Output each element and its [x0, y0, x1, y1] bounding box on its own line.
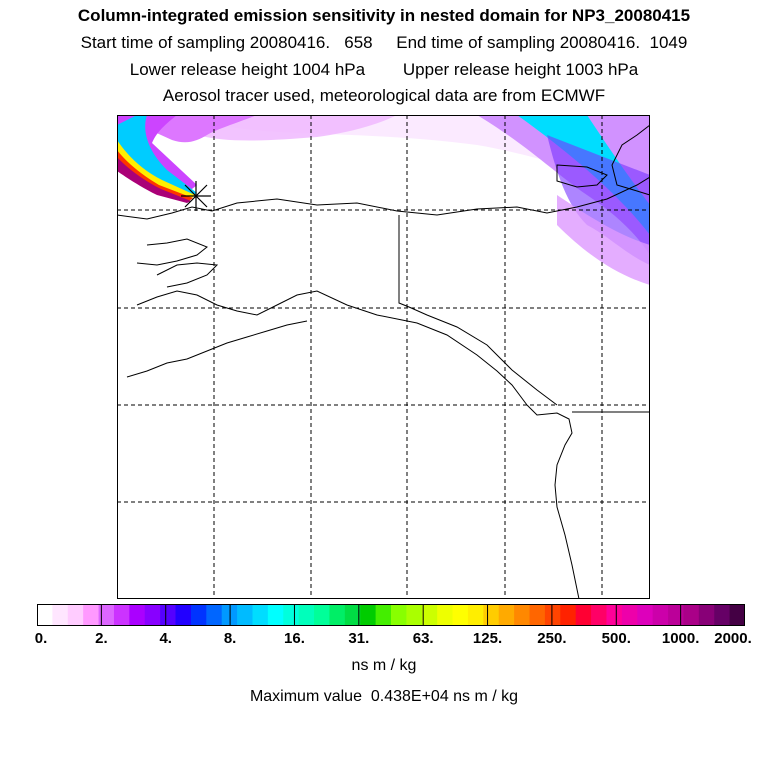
colorbar-tick-label: 1000.	[661, 630, 700, 647]
colorbar-swatch	[252, 604, 269, 626]
colorbar-swatch	[621, 604, 638, 626]
tracer-info: Aerosol tracer used, meteorological data…	[162, 86, 606, 105]
release-point-star	[181, 181, 211, 211]
colorbar-swatch	[237, 604, 253, 626]
colorbar-swatch	[637, 604, 654, 626]
colorbar-swatch	[606, 604, 623, 626]
colorbar-swatch	[575, 604, 592, 626]
political-borders	[398, 215, 650, 413]
colorbar-swatch	[298, 604, 315, 626]
colorbar-swatch	[437, 604, 454, 626]
colorbar-tick-label: 63.	[412, 630, 434, 647]
colorbar-swatch	[514, 604, 531, 626]
colorbar-swatch	[421, 604, 438, 626]
colorbar-swatch	[498, 604, 515, 626]
colorbar-swatch	[406, 604, 423, 626]
colorbar-swatch	[160, 604, 177, 626]
colorbar-tick-label: 4.	[159, 630, 172, 647]
colorbar-swatch	[283, 604, 300, 626]
colorbar-swatch	[544, 604, 561, 626]
colorbar-swatch	[560, 604, 577, 626]
colorbar-swatch	[190, 604, 207, 626]
colorbar-swatch	[714, 604, 731, 626]
colorbar-tick-label: 2.	[95, 630, 108, 647]
colorbar-swatch	[37, 604, 53, 626]
colorbar-swatch	[113, 604, 130, 626]
colorbar-swatch	[375, 604, 392, 626]
colorbar-swatch	[698, 604, 715, 626]
colorbar-border	[37, 604, 745, 626]
colorbar	[37, 604, 745, 626]
colorbar-swatch	[314, 604, 330, 626]
colorbar-swatch	[329, 604, 346, 626]
colorbar-swatch	[206, 604, 223, 626]
colorbar-swatch	[67, 604, 84, 626]
colorbar-tick-label: 250.	[537, 630, 567, 647]
coastlines	[117, 124, 650, 599]
colorbar-swatch	[83, 604, 100, 626]
colorbar-swatch	[129, 604, 146, 626]
colorbar-tick-label: 16.	[284, 630, 305, 647]
colorbar-swatch	[98, 604, 115, 626]
colorbar-swatch	[668, 604, 684, 626]
colorbar-swatch	[52, 604, 69, 626]
page-title: Column-integrated emission sensitivity i…	[77, 6, 691, 25]
colorbar-swatch	[652, 604, 669, 626]
colorbar-swatch	[529, 604, 546, 626]
colorbar-swatch	[344, 604, 361, 626]
colorbar-swatch	[452, 604, 469, 626]
colorbar-swatch	[175, 604, 192, 626]
colorbar-units: ns m / kg	[351, 657, 417, 674]
sensitivity-map	[117, 115, 650, 599]
colorbar-tick-label: 500.	[601, 630, 631, 647]
colorbar-swatch	[591, 604, 607, 626]
colorbar-tick-label: 125.	[472, 630, 503, 647]
sampling-times: Start time of sampling 20080416. 658 End…	[80, 33, 688, 52]
colorbar-tick-label: 31.	[348, 630, 370, 647]
colorbar-swatch	[683, 604, 700, 626]
colorbar-swatch	[360, 604, 377, 626]
colorbar-tick-label: 0.	[34, 630, 48, 647]
colorbar-swatch	[391, 604, 407, 626]
colorbar-swatch	[467, 604, 484, 626]
colorbar-swatch	[144, 604, 161, 626]
plume-field	[117, 115, 650, 285]
colorbar-swatch	[483, 604, 500, 626]
maximum-value: Maximum value 0.438E+04 ns m / kg	[249, 688, 519, 705]
colorbar-swatch	[267, 604, 284, 626]
release-heights: Lower release height 1004 hPa Upper rele…	[129, 60, 639, 79]
colorbar-tick-label: 2000.	[714, 630, 752, 647]
colorbar-tick-label: 8.	[223, 630, 237, 647]
colorbar-swatch	[729, 604, 745, 626]
